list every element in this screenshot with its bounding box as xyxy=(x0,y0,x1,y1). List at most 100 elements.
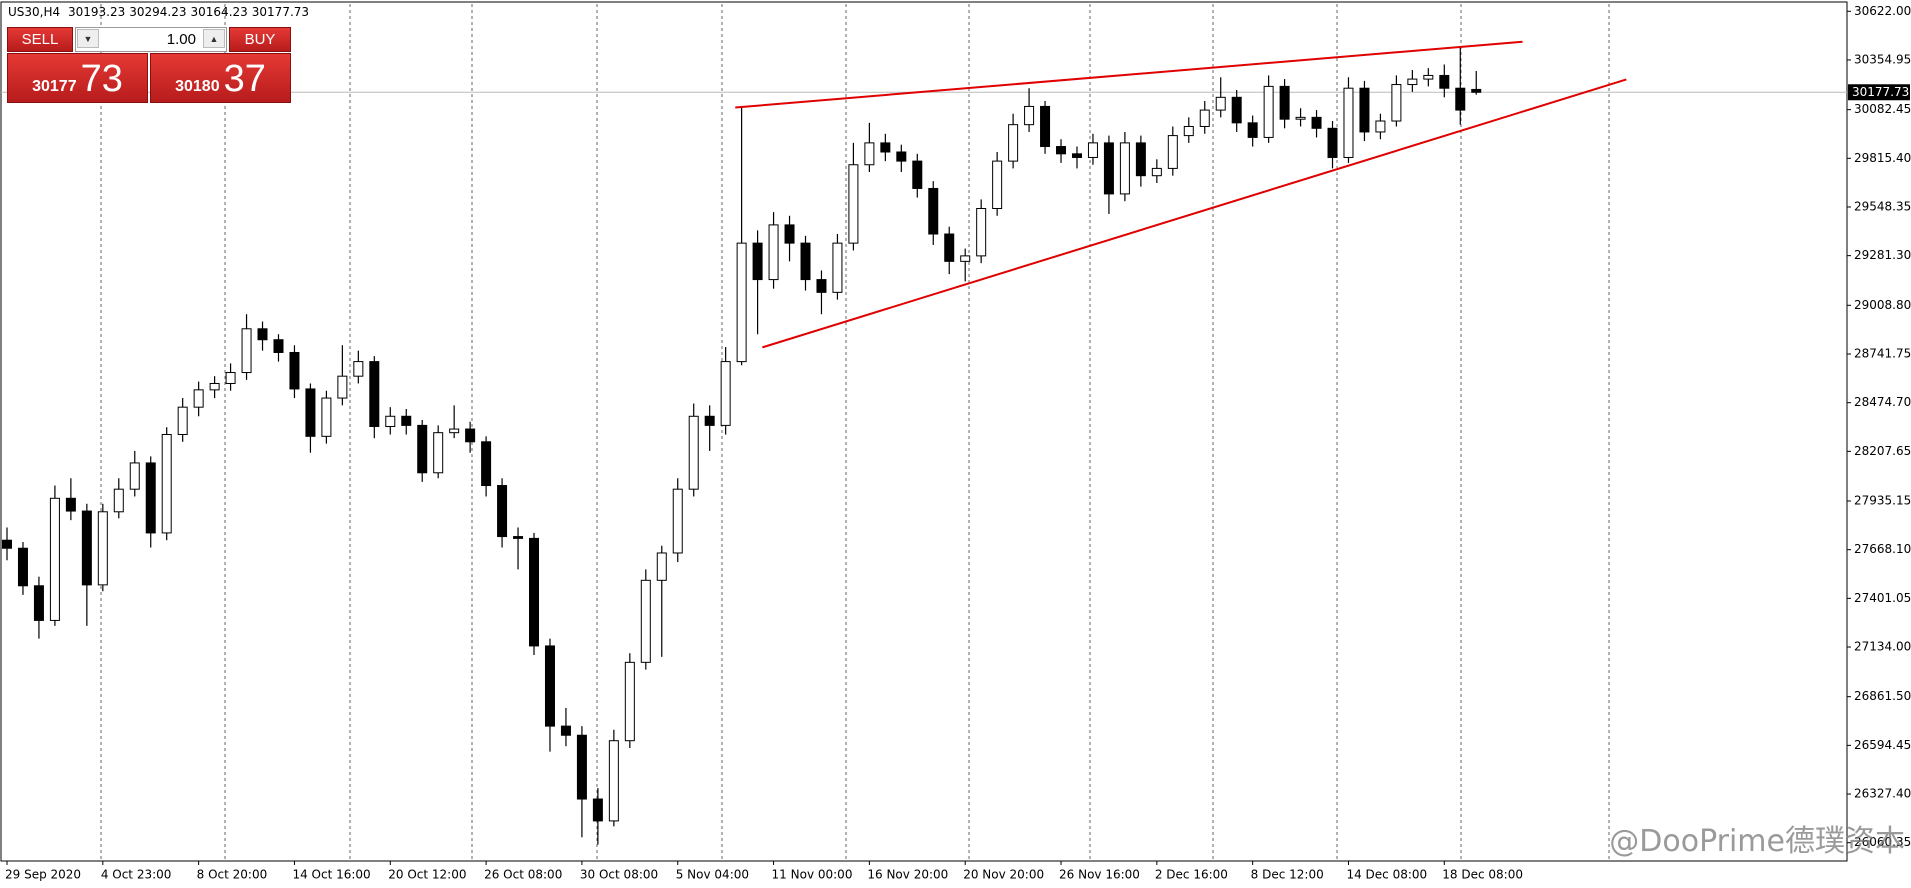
candle-body xyxy=(1008,124,1019,162)
candle-body xyxy=(1199,109,1210,127)
candle-body xyxy=(928,187,939,235)
candle-body xyxy=(481,441,492,487)
buy-price-main: 30180 xyxy=(175,78,220,95)
y-tick-label: 26594.45 xyxy=(1854,738,1911,752)
candle-body xyxy=(401,415,412,426)
candle-body xyxy=(624,661,635,742)
candle-body xyxy=(2,539,12,549)
candle-body xyxy=(33,585,44,621)
sell-price-big: 73 xyxy=(80,58,123,100)
trendline xyxy=(762,78,1627,349)
candle-body xyxy=(193,389,204,408)
y-tick-label: 30354.95 xyxy=(1854,52,1911,66)
candle-body xyxy=(177,406,188,436)
candle-body xyxy=(944,233,955,262)
x-tick-label: 8 Dec 12:00 xyxy=(1251,868,1324,882)
candle-body xyxy=(513,536,524,539)
candle-body xyxy=(385,415,396,427)
candle-body xyxy=(1215,96,1226,111)
y-tick-label: 29281.30 xyxy=(1854,248,1911,262)
candle-body xyxy=(369,361,380,427)
lot-decrease[interactable]: ▼ xyxy=(77,29,99,48)
lot-input[interactable]: 1.00 xyxy=(75,27,227,52)
candle-body xyxy=(1375,120,1386,133)
candle-body xyxy=(864,142,875,166)
candle-body xyxy=(337,375,348,399)
y-tick-label: 28741.75 xyxy=(1854,346,1911,360)
candle-body xyxy=(1279,85,1290,120)
candle-body xyxy=(640,579,651,663)
x-tick-label: 20 Nov 20:00 xyxy=(963,868,1044,882)
candle-body xyxy=(529,537,540,647)
y-tick-label: 29548.35 xyxy=(1854,199,1911,213)
x-tick-label: 2 Dec 16:00 xyxy=(1155,868,1228,882)
candle-body xyxy=(656,552,667,581)
candle-body xyxy=(672,488,683,554)
candle-body xyxy=(289,351,300,390)
candle-body xyxy=(880,142,891,153)
candle-body xyxy=(832,242,843,293)
candle-body xyxy=(1087,142,1098,158)
candle-body xyxy=(1391,84,1402,122)
candle-body xyxy=(497,485,508,538)
candle-body xyxy=(1327,127,1338,158)
candle-body xyxy=(1359,87,1370,133)
candle-body xyxy=(417,424,428,474)
candle-body xyxy=(592,798,603,822)
sell-price[interactable]: 30177 73 xyxy=(7,53,148,103)
symbol: US30,H4 xyxy=(8,5,61,19)
candle-body xyxy=(1231,96,1242,124)
y-tick-label: 29008.80 xyxy=(1854,298,1911,312)
y-tick-label: 27401.05 xyxy=(1854,591,1911,605)
candle-body xyxy=(145,462,156,534)
sell-button[interactable]: SELL xyxy=(7,27,73,52)
candle-body xyxy=(1183,125,1194,137)
candle-body xyxy=(1056,146,1067,155)
header-open: 30193.23 xyxy=(67,5,126,19)
y-tick-label: 30622.00 xyxy=(1854,4,1911,18)
candle-body xyxy=(688,415,699,490)
candle-body xyxy=(49,497,60,621)
x-tick-label: 14 Dec 08:00 xyxy=(1346,868,1427,882)
lot-increase[interactable]: ▲ xyxy=(203,29,225,48)
x-tick-label: 8 Oct 20:00 xyxy=(197,868,268,882)
candle-body xyxy=(65,497,76,512)
y-tick-label: 26060.35 xyxy=(1854,835,1911,849)
y-tick-label: 27935.15 xyxy=(1854,494,1911,508)
candle-body xyxy=(321,397,332,437)
buy-price[interactable]: 30180 37 xyxy=(150,53,291,103)
candle-body xyxy=(97,511,108,586)
candle-body xyxy=(241,328,252,374)
chart-header: US30,H4 30193.23 30294.23 30164.23 30177.73 xyxy=(8,5,313,19)
candle-body xyxy=(1247,122,1258,138)
y-tick-label: 30082.45 xyxy=(1854,102,1911,116)
candle-body xyxy=(1024,105,1035,126)
candle-body xyxy=(736,242,747,363)
candle-body xyxy=(1407,78,1418,86)
candle-body xyxy=(768,224,779,281)
candle-body xyxy=(576,734,587,800)
candle-body xyxy=(1343,87,1354,158)
candle-body xyxy=(1103,142,1114,195)
candle-body xyxy=(544,645,555,727)
candle-body xyxy=(992,160,1003,209)
x-tick-label: 30 Oct 08:00 xyxy=(580,868,658,882)
x-tick-label: 26 Oct 08:00 xyxy=(484,868,562,882)
candle-body xyxy=(976,207,987,257)
trendline xyxy=(735,40,1523,109)
watermark: @DooPrime德璞资本 xyxy=(1609,824,1905,859)
candle-body xyxy=(560,725,571,736)
candle-body xyxy=(816,279,827,293)
y-tick-label: 26861.50 xyxy=(1854,689,1911,703)
y-tick-label: 28207.65 xyxy=(1854,444,1911,458)
candle-body xyxy=(1263,85,1274,138)
current-price-box xyxy=(1848,84,1910,101)
buy-button[interactable]: BUY xyxy=(229,27,291,52)
candle-body xyxy=(113,488,124,513)
candle-body xyxy=(161,434,172,534)
candle-body xyxy=(433,432,444,474)
x-tick-label: 5 Nov 04:00 xyxy=(676,868,749,882)
candle-body xyxy=(1471,88,1482,93)
